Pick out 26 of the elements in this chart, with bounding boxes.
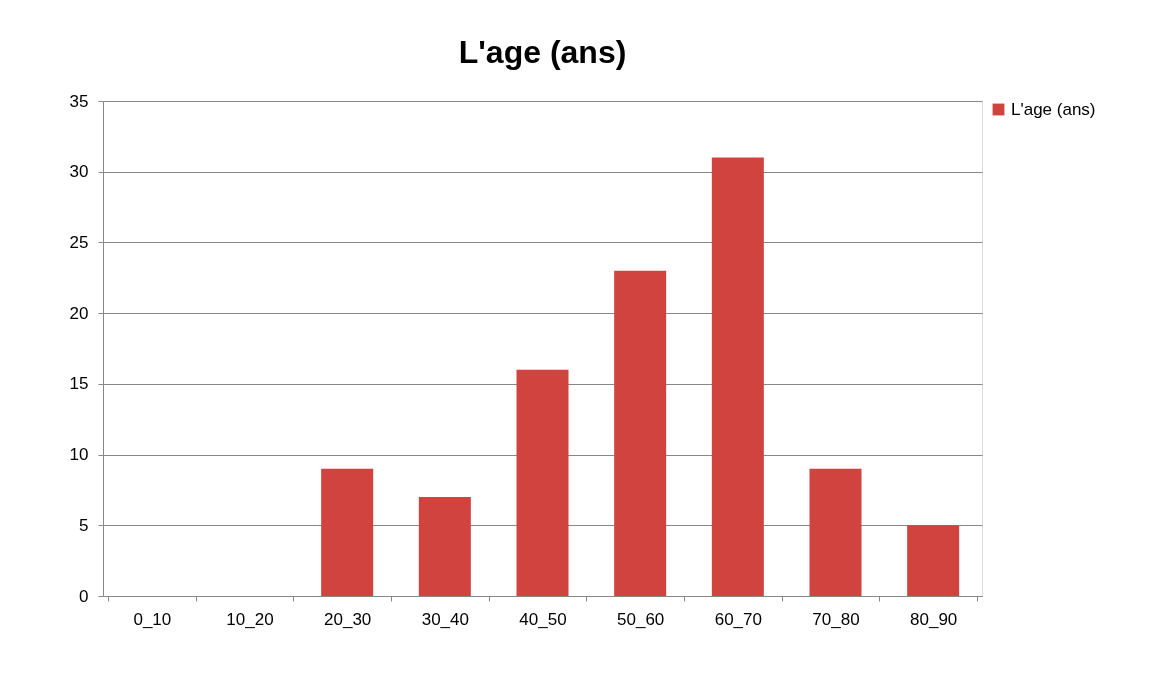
bar [711, 157, 764, 596]
x-tick-label: 10_20 [226, 609, 274, 629]
x-tick-label: 80_90 [910, 609, 958, 629]
y-tick-label: 10 [69, 445, 89, 465]
bar [418, 497, 471, 596]
x-tick-label: 70_80 [812, 609, 860, 629]
legend-label: L'age (ans) [1011, 99, 1096, 119]
x-tick-label: 40_50 [519, 609, 567, 629]
y-tick-label: 0 [79, 586, 89, 606]
x-tick-label: 30_40 [421, 609, 469, 629]
y-tick-label: 25 [69, 232, 89, 252]
bar [907, 525, 960, 596]
y-tick-label: 30 [69, 162, 89, 182]
chart-title: L'age (ans) [458, 34, 627, 70]
y-tick-label: 35 [69, 91, 89, 111]
x-tick-label: 50_60 [617, 609, 665, 629]
bar [516, 369, 569, 596]
x-tick-label: 0_10 [133, 609, 172, 629]
x-tick-label: 20_30 [324, 609, 372, 629]
x-tick-label: 60_70 [714, 609, 762, 629]
bar [614, 270, 667, 596]
bar [321, 468, 374, 596]
y-tick-label: 20 [69, 303, 89, 323]
bar [809, 468, 862, 596]
y-tick-label: 5 [79, 515, 89, 535]
y-tick-label: 15 [69, 374, 89, 394]
